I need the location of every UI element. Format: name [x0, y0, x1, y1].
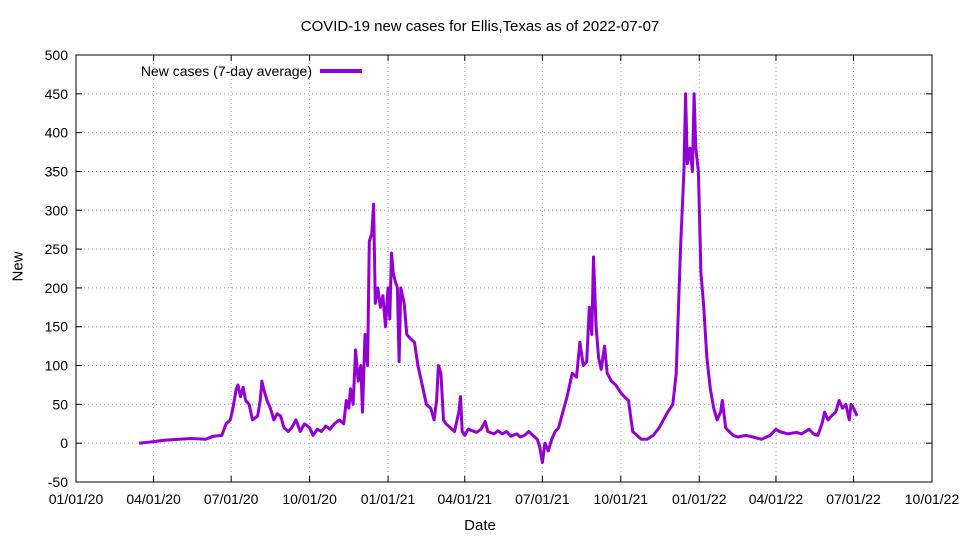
plot-border	[75, 54, 933, 483]
x-tick-label: 04/01/22	[749, 491, 804, 507]
x-tick-label: 10/01/21	[594, 491, 649, 507]
y-tick-label: -50	[48, 474, 68, 490]
x-tick-label: 01/01/22	[672, 491, 727, 507]
y-tick-label: 50	[52, 396, 68, 412]
x-tick-label: 10/01/20	[282, 491, 337, 507]
y-tick-label: 200	[45, 280, 69, 296]
x-tick-label: 10/01/22	[905, 491, 960, 507]
chart-title: COVID-19 new cases for Ellis,Texas as of…	[300, 18, 660, 35]
x-tick-label: 07/01/21	[515, 491, 570, 507]
y-tick-label: 150	[45, 319, 69, 335]
x-tick-label: 01/01/20	[49, 491, 104, 507]
x-tick-label: 07/01/22	[826, 491, 881, 507]
y-tick-label: 500	[45, 47, 69, 63]
y-tick-label: 250	[45, 241, 69, 257]
x-tick-label: 04/01/20	[126, 491, 181, 507]
y-tick-label: 400	[45, 125, 69, 141]
x-tick-label: 01/01/21	[361, 491, 416, 507]
y-tick-label: 450	[45, 86, 69, 102]
y-tick-label: 300	[45, 202, 69, 218]
y-tick-label: 100	[45, 358, 69, 374]
y-tick-label: 350	[45, 163, 69, 179]
x-tick-label: 07/01/20	[204, 491, 259, 507]
x-axis-label: Date	[464, 517, 496, 534]
y-tick-label: 0	[60, 435, 68, 451]
series-line	[138, 92, 859, 465]
x-tick-label: 04/01/21	[438, 491, 493, 507]
legend-label: New cases (7-day average)	[141, 63, 312, 79]
